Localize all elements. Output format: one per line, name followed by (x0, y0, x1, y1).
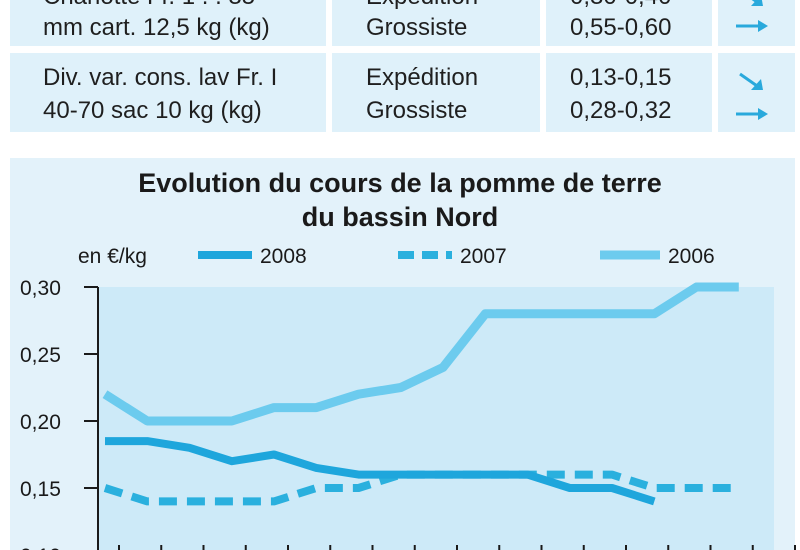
price-range: 0,28-0,32 (570, 97, 672, 124)
stage-label: Expédition (366, 64, 479, 91)
stage-label: Grossiste (366, 97, 468, 124)
series-line-2008 (105, 437, 656, 506)
y-tick-label: 0,10 (20, 545, 61, 550)
product-label: Div. var. cons. lav Fr. I (43, 64, 278, 91)
legend-label: 2008 (260, 245, 307, 268)
product-label: 40-70 sac 10 kg (kg) (43, 97, 262, 124)
series-line-2006 (102, 282, 739, 426)
column-separator (326, 0, 332, 132)
stage-label: Grossiste (366, 14, 468, 41)
chart-title-line: Evolution du cours de la pomme de terre (138, 168, 662, 198)
chart-title-line: du bassin Nord (301, 202, 499, 232)
chart-title: Evolution du cours de la pomme de terre … (0, 166, 800, 234)
stage-label: Expédition (366, 0, 478, 11)
y-tick-label: 0,25 (20, 344, 61, 367)
product-label: Charlotte Fr. 1 . . 35- (43, 0, 263, 11)
trend-stable-arrow-icon (736, 20, 768, 32)
price-range: 0,55-0,60 (570, 14, 672, 41)
legend-label: 2007 (460, 245, 507, 268)
column-separator (540, 0, 546, 132)
product-label: mm cart. 12,5 kg (kg) (43, 14, 270, 41)
y-axis-label: en €/kg (78, 245, 147, 268)
trend-stable-arrow-icon (736, 108, 768, 120)
price-range: 0,30-0,40 (570, 0, 671, 11)
trend-down-arrow-icon (739, 72, 763, 90)
price-range: 0,13-0,15 (570, 64, 672, 91)
y-tick-label: 0,30 (20, 277, 61, 300)
y-tick-label: 0,20 (20, 411, 61, 434)
row-separator (10, 46, 795, 53)
y-tick-label: 0,15 (20, 478, 61, 501)
column-separator (712, 0, 718, 132)
legend-label: 2006 (668, 245, 715, 268)
price-table: Charlotte Fr. 1 . . 35- mm cart. 12,5 kg… (10, 0, 795, 132)
trend-down-arrow-icon (751, 0, 763, 6)
